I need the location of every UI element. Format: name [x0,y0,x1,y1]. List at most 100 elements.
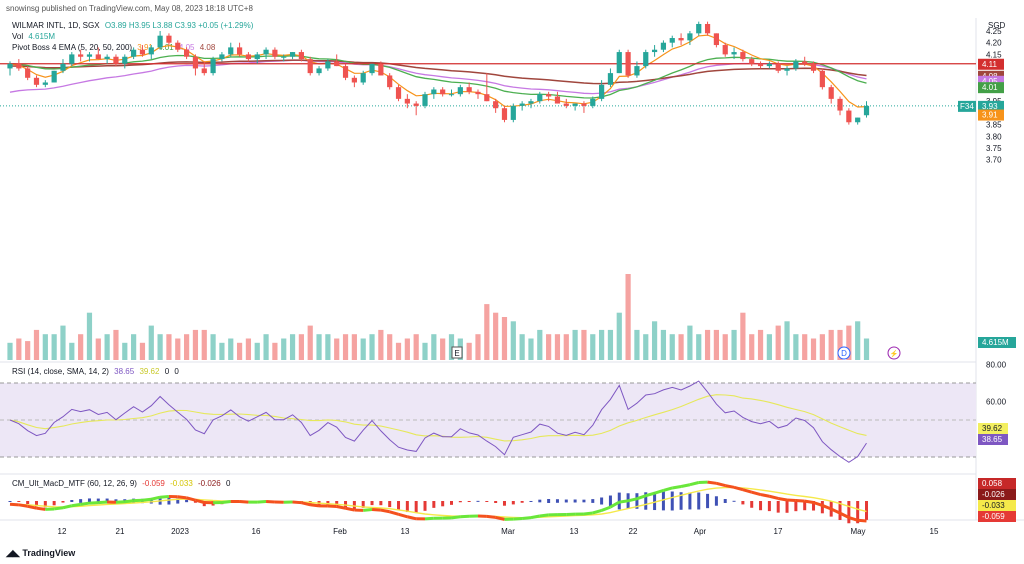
macd-line-segment [742,488,753,494]
macd-histogram-bar [653,491,657,511]
candle [431,87,437,99]
candle-body [696,23,702,34]
candle-body [86,54,93,57]
macd-histogram-bar [379,501,383,506]
candle-body [722,45,728,55]
candle [501,105,508,123]
macd-line-segment [336,505,346,510]
macd-label[interactable]: CM_Ult_MacD_MTF (60, 12, 26, 9) [12,479,137,488]
macd-tag-text: 0.058 [982,479,1003,488]
rsi-extra-2: 0 [174,367,179,376]
candle [846,108,852,125]
macd-line-segment [733,485,744,492]
macd-line-segment [363,508,373,512]
volume-bar [42,334,48,360]
macd-extra: 0 [225,479,231,488]
candle-body [440,89,446,95]
volume-bar [775,325,781,360]
macd-line-segment [795,498,805,503]
macd-histogram-bar [193,501,197,503]
ema5-value: 3.91 [137,43,153,52]
volume-bar [466,342,472,360]
candle-body [528,101,534,104]
macd-line-segment [645,491,656,498]
volume-bar [307,325,313,360]
volume-bar [837,329,843,360]
candle [413,101,419,116]
rsi-label[interactable]: RSI (14, close, SMA, 14, 2) [12,367,109,376]
candle [775,61,781,74]
candle-body [713,33,719,46]
candle-body [731,52,737,55]
publisher-line: snowinsg published on TradingView.com, M… [6,4,253,13]
volume-bar [95,338,101,360]
candle [236,42,243,57]
macd-line-segment [186,496,196,502]
volume-bar [740,312,746,360]
macd-line-segment [398,512,408,519]
candle-body [184,49,190,57]
volume-bar [660,329,667,360]
countdown-tag [958,100,976,112]
ema-label[interactable]: Pivot Boss 4 EMA (5, 20, 50, 200) [12,43,133,52]
candle [749,56,755,67]
macd-histogram-bar [405,501,409,513]
candle [537,91,543,104]
volume-bar [245,338,252,360]
candle-body [599,84,605,99]
price-tick-label: 3.80 [986,132,1002,141]
candle [25,66,31,81]
macd-histogram-bar [52,501,56,506]
time-axis-label: Feb [333,527,347,536]
candle-body [625,52,631,76]
volume-bar [60,325,66,360]
candle-body [325,61,331,69]
volume-bar [281,338,287,360]
candle-body [669,38,675,43]
candle-body [131,49,137,57]
candle [493,98,499,113]
macd-line-segment [53,506,64,511]
candle-body [457,87,463,95]
rsi-extra-1: 0 [164,367,170,376]
candle-body [289,52,296,57]
macd-line-segment [9,502,19,507]
candle [404,94,410,109]
candle [263,47,269,60]
candle [369,63,375,76]
candle-body [69,54,75,64]
symbol-name[interactable]: WILMAR INTL, 1D, SGX [12,21,100,30]
volume-bar [210,334,216,360]
ema5-line [9,34,867,108]
price-tag [978,58,1004,70]
earnings-marker [451,346,463,359]
macd-line-segment [689,481,700,487]
time-axis-label: 15 [930,527,939,536]
candle-body [60,63,66,71]
candle [289,52,296,60]
time-axis-label: 22 [629,527,638,536]
candle [519,101,525,111]
candle [466,82,472,95]
macd-histogram-bar [865,501,869,520]
candle [122,54,128,69]
candle [722,42,728,57]
macd-line-segment [601,505,611,512]
volume-bar [669,334,675,360]
candle-body [572,103,578,106]
macd-histogram-bar [706,493,710,509]
macd-tag [978,511,1016,522]
candle [802,56,808,67]
volume-label[interactable]: Vol [12,32,24,41]
candle [51,70,57,83]
volume-bar [431,334,437,360]
candle [855,117,861,125]
macd-histogram-bar [520,501,524,503]
macd-line-segment [239,500,249,504]
candle-body [307,59,313,74]
time-axis-label: 12 [58,527,67,536]
candle [837,96,843,116]
candle-body [351,77,357,83]
macd-line-segment [583,511,593,516]
